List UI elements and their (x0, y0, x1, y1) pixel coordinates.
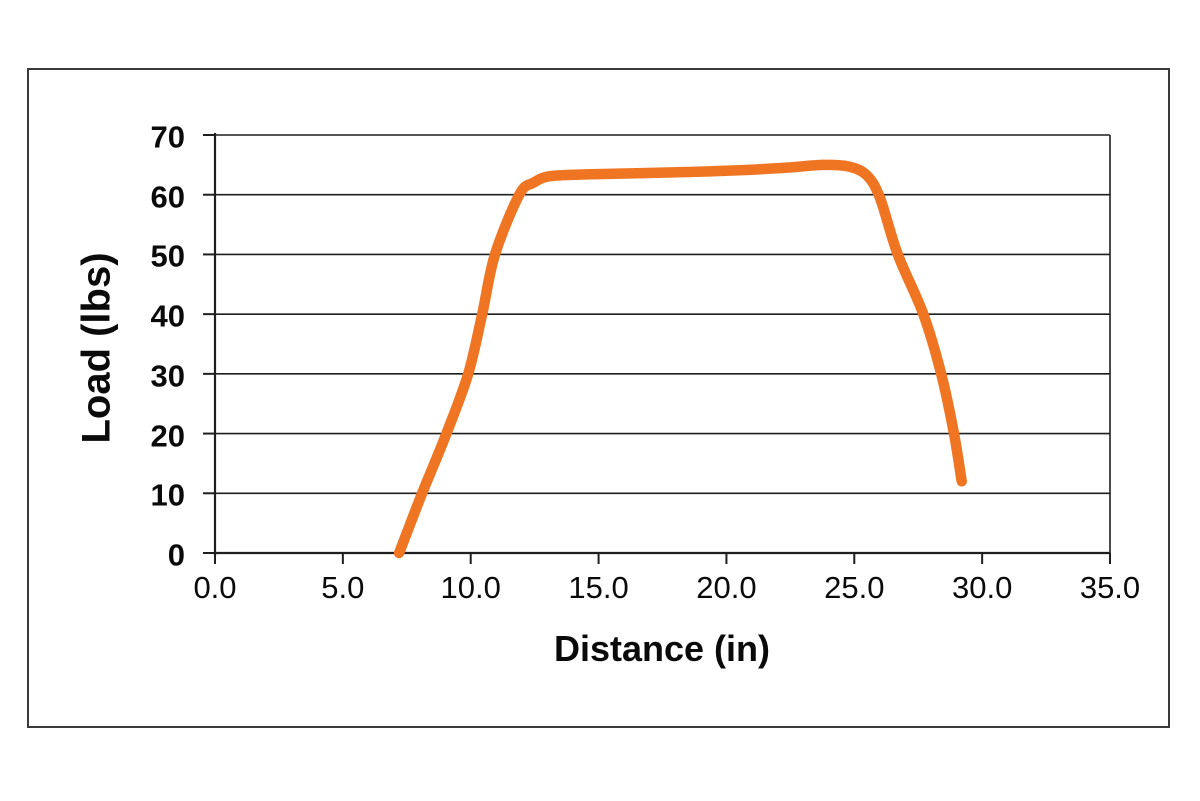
x-tick-label: 15.0 (568, 570, 629, 605)
y-tick-label: 40 (150, 298, 185, 334)
x-tick-label: 20.0 (696, 570, 757, 605)
y-tick-label: 0 (167, 537, 185, 573)
x-axis-title: Distance (in) (553, 628, 771, 669)
x-tick-label: 5.0 (321, 570, 365, 605)
x-tick-label: 30.0 (951, 570, 1013, 605)
x-tick-label: 0.0 (193, 570, 237, 605)
y-tick-label: 20 (150, 418, 185, 454)
y-tick-label: 60 (150, 179, 185, 215)
y-tick-label: 70 (150, 119, 185, 155)
series-line (393, 159, 967, 559)
x-tick-label: 25.0 (824, 570, 885, 605)
y-tick-label: 10 (150, 477, 185, 513)
x-tick-label: 10.0 (440, 570, 501, 605)
y-tick-label: 30 (150, 358, 185, 394)
y-tick-label: 50 (150, 238, 185, 274)
y-axis-title: Load (lbs) (74, 252, 119, 444)
x-tick-label: 35.0 (1079, 570, 1141, 605)
